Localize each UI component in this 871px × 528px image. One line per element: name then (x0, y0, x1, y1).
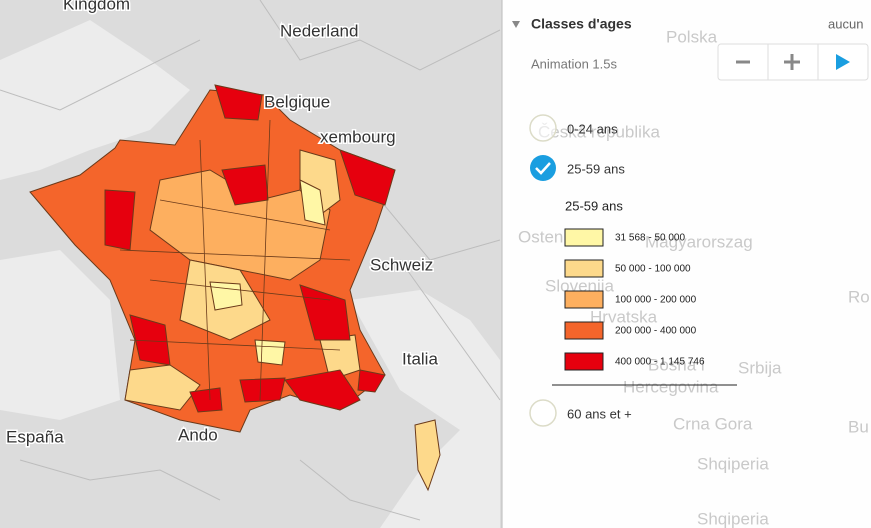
bg-label: Osten (518, 227, 563, 246)
map-labels: Kingdom Nederland Belgique xembourg Schw… (5, 0, 440, 448)
bg-label: Česká republika (538, 122, 660, 141)
roads (0, 0, 501, 521)
legend-swatch (564, 259, 604, 278)
panel-background-labels: Polska Česká republika Magyarorszag Oste… (518, 27, 870, 528)
legend: 31 568 - 50 000 50 000 - 100 000 100 000 -… (564, 228, 705, 371)
bg-label: Magyarorszag (645, 232, 753, 251)
plus-icon (784, 54, 800, 70)
country-label: xembourg (320, 127, 396, 146)
country-label: Belgique (264, 92, 330, 111)
option-label[interactable]: 60 ans et + (567, 406, 632, 421)
bg-label: Hrvatska (590, 307, 658, 326)
check-icon (535, 162, 551, 175)
collapse-arrow[interactable] (512, 21, 520, 28)
radio[interactable] (529, 114, 557, 142)
aucun-label[interactable]: aucun (828, 16, 863, 31)
country-label: Kingdom (63, 0, 130, 13)
country-label: Nederland (280, 21, 358, 40)
side-panel (502, 0, 871, 528)
legend-label: 50 000 - 100 000 (615, 264, 691, 275)
bg-label: Srbija (738, 358, 782, 377)
bg-label: Hercegovina (623, 377, 719, 396)
country-label: España (6, 427, 64, 446)
bg-label: Ro (848, 287, 870, 306)
bg-label: Bosna i (648, 355, 705, 374)
legend-label: 400 000 - 1 145 746 (615, 357, 705, 368)
option-label[interactable]: 0-24 ans (567, 121, 618, 136)
bg-label: Shqiperia (697, 509, 769, 528)
bg-label: Shqiperia (697, 454, 769, 473)
play-button[interactable] (836, 54, 850, 70)
option-label[interactable]: 25-59 ans (567, 161, 625, 176)
country-label: Ando (178, 425, 218, 444)
legend-label: 100 000 - 200 000 (615, 295, 697, 306)
country-label: Schweiz (370, 255, 433, 274)
legend-label: 31 568 - 50 000 (615, 233, 685, 244)
legend-swatch (564, 228, 604, 247)
bg-label: Crna Gora (673, 414, 753, 433)
radio-checked[interactable] (530, 155, 556, 181)
animation-buttons (717, 43, 869, 81)
radio[interactable] (529, 399, 557, 427)
panel-title: Classes d'ages (531, 16, 632, 32)
legend-swatch (564, 321, 604, 340)
bg-label: Bu (848, 417, 869, 436)
sea (0, 20, 500, 528)
legend-title: 25-59 ans (565, 198, 623, 213)
legend-swatch (564, 290, 604, 309)
animation-label: Animation 1.5s (531, 56, 617, 71)
france (29, 84, 441, 492)
bg-label: Polska (666, 27, 718, 46)
legend-swatch (564, 352, 604, 371)
legend-label: 200 000 - 400 000 (615, 326, 697, 337)
country-label: Italia (402, 349, 438, 368)
age-options: 0-24 ans 25-59 ans 60 ans et + (529, 114, 632, 427)
